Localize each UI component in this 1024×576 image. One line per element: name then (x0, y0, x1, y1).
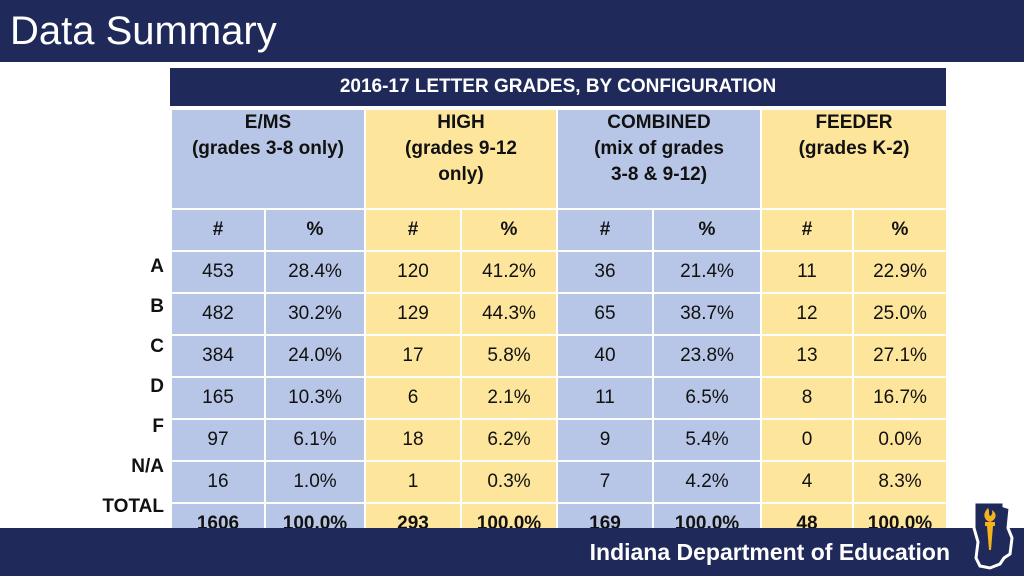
group-header-ems: E/MS (grades 3-8 only) (170, 108, 366, 210)
subheader-percent: % (264, 208, 366, 252)
count-cell: 1 (364, 460, 462, 504)
count-cell: 9 (556, 418, 654, 462)
count-cell: 453 (170, 250, 266, 294)
subheader-percent: % (852, 208, 948, 252)
subheader-count: # (556, 208, 654, 252)
row-label: D (150, 376, 164, 397)
percent-cell: 21.4% (652, 250, 762, 294)
group-header-feeder: FEEDER (grades K-2) (760, 108, 948, 210)
table-row: 97 6.1% 18 6.2% 9 5.4% 0 0.0% (170, 418, 948, 462)
table-row: 453 28.4% 120 41.2% 36 21.4% 11 22.9% (170, 250, 948, 294)
row-label: C (150, 336, 164, 357)
table-row: 482 30.2% 129 44.3% 65 38.7% 12 25.0% (170, 292, 948, 336)
count-cell: 12 (760, 292, 854, 336)
row-label: TOTAL (102, 496, 164, 517)
subheader-count: # (364, 208, 462, 252)
count-cell: 17 (364, 334, 462, 378)
group-header-line: HIGH (437, 112, 485, 133)
table-row: 165 10.3% 6 2.1% 11 6.5% 8 16.7% (170, 376, 948, 420)
group-header-high: HIGH (grades 9-12 only) (364, 108, 558, 210)
title-bar: Data Summary (0, 0, 1024, 62)
percent-cell: 24.0% (264, 334, 366, 378)
table-banner: 2016-17 LETTER GRADES, BY CONFIGURATION (170, 68, 946, 106)
row-label: N/A (131, 456, 164, 477)
count-cell: 0 (760, 418, 854, 462)
subheader-row: # % # % # % # % (170, 208, 948, 252)
percent-cell: 30.2% (264, 292, 366, 336)
count-cell: 165 (170, 376, 266, 420)
group-header-line: COMBINED (607, 112, 711, 133)
row-label: F (152, 416, 164, 437)
count-cell: 11 (556, 376, 654, 420)
count-cell: 129 (364, 292, 462, 336)
torch-state-outline-icon (972, 500, 1014, 570)
group-header-row: E/MS (grades 3-8 only) HIGH (grades 9-12… (170, 108, 948, 210)
grades-table: E/MS (grades 3-8 only) HIGH (grades 9-12… (170, 108, 948, 546)
percent-cell: 8.3% (852, 460, 948, 504)
count-cell: 65 (556, 292, 654, 336)
count-cell: 36 (556, 250, 654, 294)
group-header-line: 3-8 & 9-12) (610, 164, 708, 185)
percent-cell: 6.1% (264, 418, 366, 462)
count-cell: 8 (760, 376, 854, 420)
footer-bar: Indiana Department of Education (0, 528, 1024, 576)
table-row: 16 1.0% 1 0.3% 7 4.2% 4 8.3% (170, 460, 948, 504)
percent-cell: 5.8% (460, 334, 558, 378)
count-cell: 120 (364, 250, 462, 294)
count-cell: 97 (170, 418, 266, 462)
percent-cell: 4.2% (652, 460, 762, 504)
percent-cell: 27.1% (852, 334, 948, 378)
group-header-line: only) (438, 164, 484, 185)
percent-cell: 28.4% (264, 250, 366, 294)
table-row: 384 24.0% 17 5.8% 40 23.8% 13 27.1% (170, 334, 948, 378)
group-header-line: (mix of grades (594, 138, 724, 159)
page-title: Data Summary (10, 9, 277, 53)
group-header-line: (grades 3-8 only) (191, 138, 345, 159)
percent-cell: 41.2% (460, 250, 558, 294)
percent-cell: 38.7% (652, 292, 762, 336)
row-label: B (150, 296, 164, 317)
percent-cell: 22.9% (852, 250, 948, 294)
organization-name: Indiana Department of Education (589, 539, 950, 565)
subheader-count: # (760, 208, 854, 252)
row-label: A (150, 256, 164, 277)
percent-cell: 16.7% (852, 376, 948, 420)
count-cell: 6 (364, 376, 462, 420)
subheader-count: # (170, 208, 266, 252)
percent-cell: 44.3% (460, 292, 558, 336)
percent-cell: 10.3% (264, 376, 366, 420)
group-header-line: (grades K-2) (798, 138, 910, 159)
table-body: 453 28.4% 120 41.2% 36 21.4% 11 22.9% 482 30.2% 12… (170, 250, 948, 546)
group-header-line: FEEDER (815, 112, 893, 133)
count-cell: 384 (170, 334, 266, 378)
count-cell: 4 (760, 460, 854, 504)
count-cell: 482 (170, 292, 266, 336)
percent-cell: 6.5% (652, 376, 762, 420)
row-labels: A B C D F N/A TOTAL (60, 248, 164, 528)
percent-cell: 6.2% (460, 418, 558, 462)
group-header-line: E/MS (244, 112, 292, 133)
percent-cell: 0.0% (852, 418, 948, 462)
percent-cell: 0.3% (460, 460, 558, 504)
count-cell: 11 (760, 250, 854, 294)
count-cell: 18 (364, 418, 462, 462)
count-cell: 13 (760, 334, 854, 378)
group-header-line: (grades 9-12 (405, 138, 517, 159)
subheader-percent: % (652, 208, 762, 252)
count-cell: 40 (556, 334, 654, 378)
count-cell: 16 (170, 460, 266, 504)
group-header-combined: COMBINED (mix of grades 3-8 & 9-12) (556, 108, 762, 210)
percent-cell: 23.8% (652, 334, 762, 378)
percent-cell: 5.4% (652, 418, 762, 462)
percent-cell: 25.0% (852, 292, 948, 336)
count-cell: 7 (556, 460, 654, 504)
percent-cell: 1.0% (264, 460, 366, 504)
subheader-percent: % (460, 208, 558, 252)
percent-cell: 2.1% (460, 376, 558, 420)
